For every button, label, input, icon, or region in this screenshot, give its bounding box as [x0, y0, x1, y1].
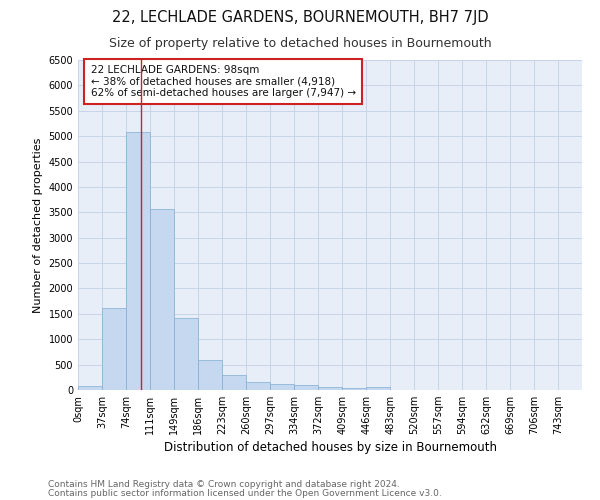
Bar: [78, 386, 102, 390]
Text: Contains HM Land Registry data © Crown copyright and database right 2024.: Contains HM Land Registry data © Crown c…: [48, 480, 400, 489]
Bar: [294, 385, 317, 390]
Bar: [126, 132, 149, 390]
Bar: [246, 382, 270, 390]
Bar: [102, 308, 126, 390]
Text: Size of property relative to detached houses in Bournemouth: Size of property relative to detached ho…: [109, 38, 491, 51]
Bar: [343, 388, 366, 390]
Text: 22, LECHLADE GARDENS, BOURNEMOUTH, BH7 7JD: 22, LECHLADE GARDENS, BOURNEMOUTH, BH7 7…: [112, 10, 488, 25]
Text: Contains public sector information licensed under the Open Government Licence v3: Contains public sector information licen…: [48, 488, 442, 498]
Y-axis label: Number of detached properties: Number of detached properties: [33, 138, 43, 312]
Bar: [222, 375, 246, 390]
Bar: [175, 318, 198, 390]
Bar: [366, 388, 390, 390]
Bar: [319, 388, 342, 390]
Bar: [198, 360, 222, 390]
Bar: [150, 208, 173, 390]
X-axis label: Distribution of detached houses by size in Bournemouth: Distribution of detached houses by size …: [163, 442, 497, 454]
Bar: [270, 384, 294, 390]
Text: 22 LECHLADE GARDENS: 98sqm
← 38% of detached houses are smaller (4,918)
62% of s: 22 LECHLADE GARDENS: 98sqm ← 38% of deta…: [91, 65, 356, 98]
